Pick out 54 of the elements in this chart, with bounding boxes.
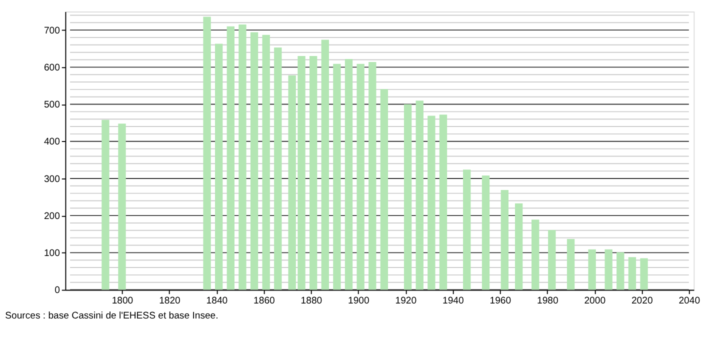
x-tick-label: 1820 xyxy=(159,296,180,307)
bar xyxy=(416,100,424,290)
y-tick-label: 400 xyxy=(44,136,60,148)
bar xyxy=(532,220,540,290)
y-tick-label: 500 xyxy=(44,100,60,111)
bar xyxy=(203,16,211,290)
x-tick-label: 1940 xyxy=(442,296,464,307)
y-tick-label: 300 xyxy=(44,174,60,185)
bar xyxy=(238,24,246,290)
bar xyxy=(439,114,448,290)
bar xyxy=(262,34,270,290)
x-tick-label: 1980 xyxy=(536,296,558,307)
bar xyxy=(274,48,282,290)
bar xyxy=(118,124,126,290)
bar xyxy=(463,170,471,290)
x-tick-label: 1800 xyxy=(112,296,134,307)
bar xyxy=(226,26,234,290)
bar xyxy=(321,40,329,290)
y-tick-label: 600 xyxy=(44,62,60,74)
bar xyxy=(380,89,388,290)
x-tick-label: 1880 xyxy=(300,296,322,307)
x-tick-label: 2020 xyxy=(631,296,653,307)
bar xyxy=(640,258,648,290)
y-tick-label: 100 xyxy=(44,248,60,260)
bar xyxy=(482,176,490,290)
bar xyxy=(309,56,318,290)
bar xyxy=(566,238,575,290)
x-tick-label: 1920 xyxy=(395,296,417,307)
bar xyxy=(333,64,341,290)
x-tick-label: 2040 xyxy=(678,296,700,307)
bar xyxy=(604,249,612,290)
bar xyxy=(500,190,508,290)
x-tick-label: 1960 xyxy=(490,296,512,307)
x-tick-label: 1860 xyxy=(254,296,275,307)
bar xyxy=(368,62,376,290)
y-tick-label: 0 xyxy=(54,285,60,296)
bar xyxy=(356,64,364,290)
source-note: Sources : base Cassini de l'EHESS et base Insee. xyxy=(5,310,218,322)
bar xyxy=(548,230,556,290)
bar xyxy=(215,44,223,290)
bar xyxy=(588,249,596,290)
x-tick-label: 2000 xyxy=(584,296,606,307)
bar xyxy=(344,59,353,290)
bar xyxy=(428,116,436,290)
x-tick-label: 1840 xyxy=(206,296,228,307)
y-tick-label: 200 xyxy=(44,210,60,222)
bar xyxy=(250,32,258,290)
x-tick-label: 1900 xyxy=(348,296,370,307)
bar xyxy=(102,120,110,290)
bar xyxy=(616,252,624,290)
bar xyxy=(514,203,523,290)
y-tick-label: 700 xyxy=(44,25,60,36)
bar xyxy=(404,104,412,290)
bar xyxy=(628,257,636,290)
